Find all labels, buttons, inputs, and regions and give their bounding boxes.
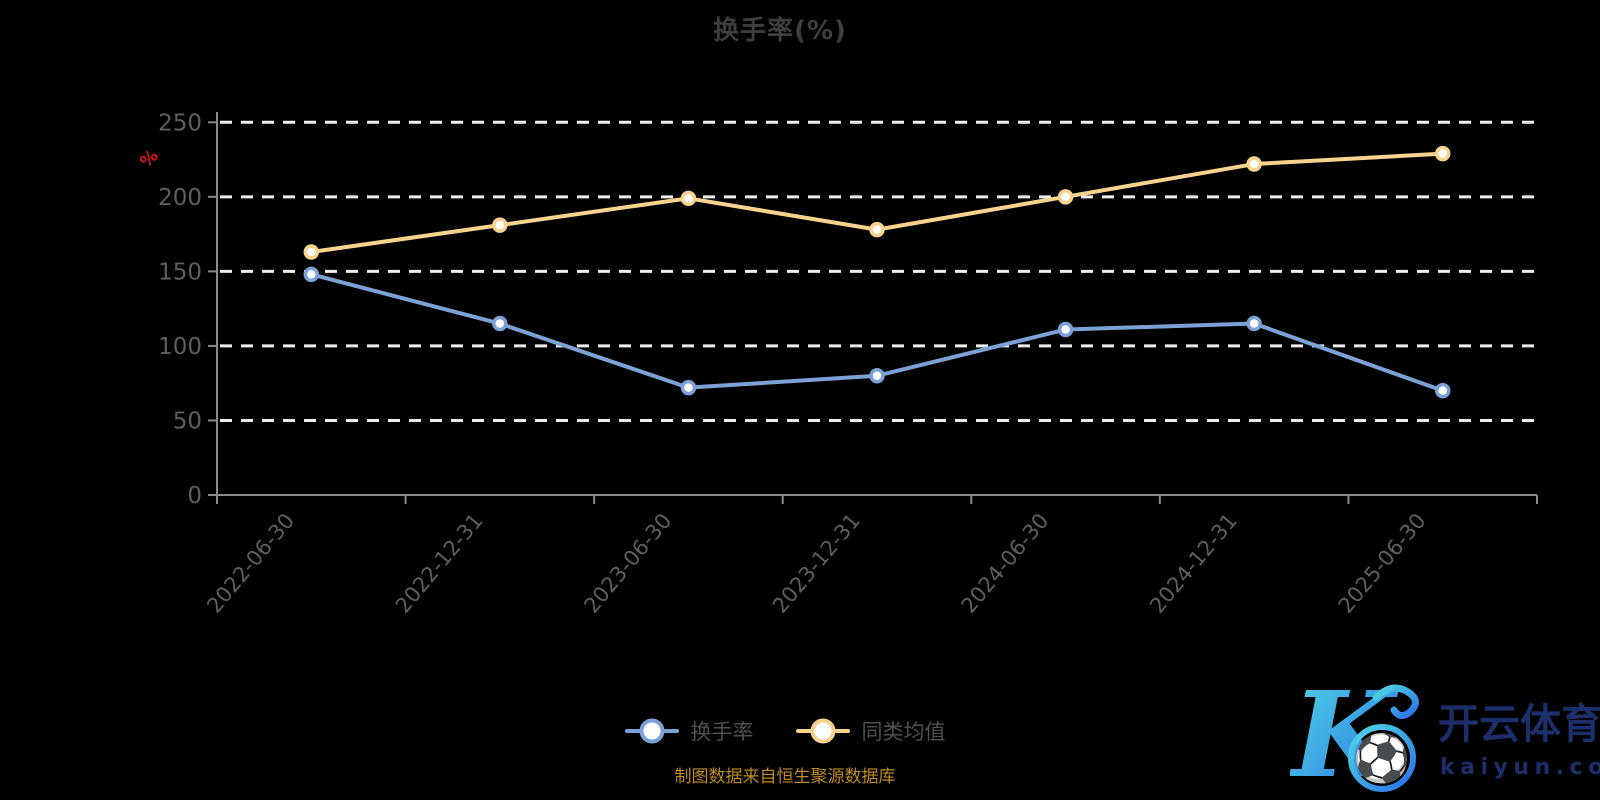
soccer-ball-icon: ⚽: [1351, 731, 1410, 785]
y-tick-label: 150: [158, 259, 202, 285]
data-point[interactable]: [869, 367, 885, 384]
legend-label: 换手率: [690, 720, 754, 744]
data-source-note: 制图数据来自恒生聚源数据库: [674, 767, 896, 787]
data-point[interactable]: [869, 221, 885, 238]
x-tick-label: 2023-06-30: [579, 509, 676, 618]
data-point[interactable]: [303, 244, 320, 260]
data-point[interactable]: [680, 379, 697, 396]
y-tick-label: 200: [158, 185, 202, 211]
data-point[interactable]: [1246, 156, 1262, 172]
data-point[interactable]: [492, 217, 508, 233]
y-tick-label: 250: [158, 110, 202, 136]
x-tick-label: 2022-06-30: [202, 509, 299, 618]
chart-title: 换手率(%): [713, 16, 847, 46]
data-point[interactable]: [1434, 145, 1451, 162]
logo-brand-text: 开云体育: [1438, 700, 1600, 748]
data-point[interactable]: [1057, 189, 1074, 205]
logo-ball-ring: [1348, 724, 1416, 792]
chart-legend: 换手率 同类均值: [0, 716, 1570, 746]
data-point[interactable]: [1434, 382, 1451, 399]
y-tick-label: 0: [187, 483, 202, 509]
x-tick-label: 2024-06-30: [957, 509, 1054, 618]
x-tick-label: 2025-06-30: [1334, 509, 1431, 618]
x-tick-label: 2022-12-31: [391, 509, 488, 618]
x-tick-label: 2023-12-31: [768, 509, 865, 618]
logo-domain-text: kaiyun.com: [1440, 755, 1600, 780]
data-point[interactable]: [303, 266, 320, 283]
legend-label: 同类均值: [861, 720, 946, 744]
kaiyun-logo[interactable]: K ⚽ 开云体育 kaiyun.com: [1290, 672, 1600, 800]
line-dot-marker-icon: [795, 718, 850, 744]
y-tick-label: 100: [158, 334, 202, 360]
data-point[interactable]: [1246, 315, 1262, 332]
legend-item-turnover[interactable]: 换手率: [624, 716, 754, 746]
logo-swirl: [1372, 684, 1419, 719]
data-point[interactable]: [1057, 321, 1074, 338]
data-point[interactable]: [680, 190, 697, 207]
x-tick-label: 2024-12-31: [1145, 509, 1242, 618]
line-dot-marker-icon: [624, 718, 679, 744]
y-tick-label: 50: [173, 408, 202, 434]
legend-item-average[interactable]: 同类均值: [795, 716, 946, 746]
data-point[interactable]: [492, 315, 508, 332]
turnover-line-chart[interactable]: 0 50 100 150 200 250 2022-06-30 2022-12-31 2023-…: [0, 0, 1600, 630]
